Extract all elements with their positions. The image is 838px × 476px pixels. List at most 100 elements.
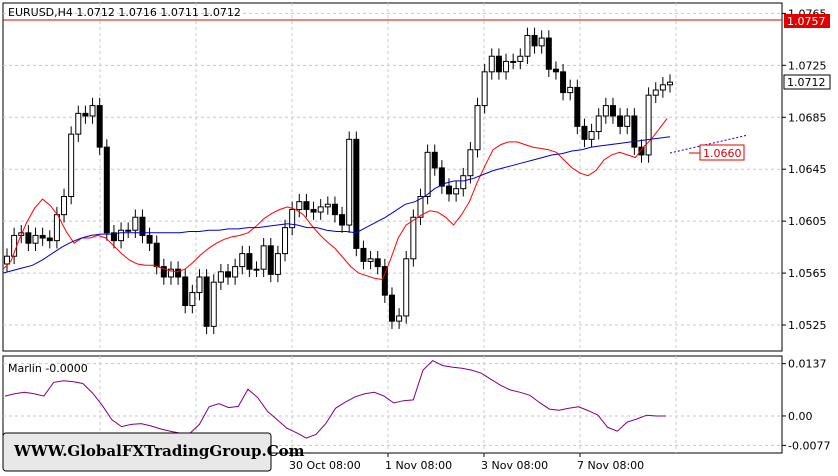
candle-body: [545, 37, 552, 70]
candle-body: [39, 234, 46, 239]
blue-moving-average: [2, 136, 671, 274]
candle-body: [53, 214, 60, 242]
indicator-y-axis: 0.0137 0.00 -0.0077: [782, 358, 830, 452]
candle-body: [139, 216, 146, 236]
candle-body: [567, 86, 574, 94]
candle-body: [203, 276, 210, 327]
candle-body: [339, 214, 346, 226]
candle-body: [46, 237, 53, 242]
candle-body: [417, 195, 424, 218]
y-tick-label: 1.0645: [788, 163, 827, 176]
candle-body: [381, 266, 388, 296]
candle-body: [246, 253, 253, 270]
watermark-box: [2, 432, 272, 472]
candle-body: [25, 232, 32, 244]
candle-body: [374, 258, 381, 268]
candle-body: [481, 71, 488, 107]
candle-body: [182, 276, 189, 307]
candle-body: [574, 86, 581, 127]
candle-body: [153, 242, 160, 268]
candle-body: [531, 34, 538, 47]
candle-body: [595, 115, 602, 133]
candle-body: [75, 112, 82, 135]
candle-body: [89, 105, 96, 117]
sub-y-tick-label: 0.00: [788, 410, 813, 423]
candle-body: [132, 216, 139, 231]
candle-body: [403, 258, 410, 317]
candle-body: [581, 125, 588, 140]
candle-body: [467, 149, 474, 177]
watermark-text: WWW.GlobalFXTradingGroup.Com: [13, 442, 305, 460]
y-tick-label: 1.0525: [788, 319, 827, 332]
target-price-label: 1.0660: [703, 147, 742, 160]
resistance-price-tag: [784, 14, 830, 28]
candle-body: [324, 203, 331, 208]
candle-body: [503, 60, 510, 73]
candle-body: [652, 89, 659, 96]
candle-body: [232, 266, 239, 278]
sub-y-tick-label: 0.0137: [788, 358, 827, 371]
candle-body: [609, 105, 616, 117]
candle-body: [303, 201, 310, 210]
candle-body: [624, 115, 631, 127]
main-panel: [2, 2, 783, 352]
candle-body: [4, 255, 10, 265]
candle-body: [431, 151, 438, 169]
candle-body: [282, 227, 289, 255]
candle-body: [460, 175, 467, 190]
marlin-line: [4, 359, 666, 439]
current-price-label: 1.0712: [787, 76, 826, 89]
x-tick-label: 30 Oct 08:00: [289, 459, 361, 472]
candle-body: [538, 37, 545, 47]
candle-body: [310, 208, 317, 213]
candle-body: [631, 115, 638, 148]
candle-body: [524, 34, 531, 57]
candle-body: [360, 247, 367, 262]
candle-body: [659, 84, 666, 91]
candle-body: [367, 258, 374, 262]
x-tick-label: 7 Nov 08:00: [577, 459, 644, 472]
candle-body: [396, 315, 403, 322]
candle-body: [510, 60, 517, 63]
candle-body: [296, 201, 303, 210]
resistance-price-label: 1.0757: [787, 15, 826, 28]
candle-body: [410, 216, 417, 260]
candle-body: [488, 55, 495, 73]
candle-body: [167, 268, 174, 278]
candle-body: [495, 55, 502, 73]
candle-body: [160, 266, 167, 278]
y-tick-label: 1.0605: [788, 215, 827, 228]
sub-y-tick-label: -0.0077: [788, 439, 830, 452]
main-grid: [3, 3, 782, 351]
x-tick-label: 3 Nov 08:00: [481, 459, 548, 472]
candle-body: [96, 105, 103, 148]
candle-body: [196, 276, 203, 294]
current-price-tag: [783, 74, 831, 90]
candle-body: [617, 115, 624, 127]
candle-body: [424, 151, 431, 197]
candle-body: [189, 292, 196, 307]
candles-group: [4, 27, 673, 335]
candle-body: [225, 271, 231, 278]
candle-body: [388, 294, 395, 322]
candle-body: [453, 188, 460, 195]
target-price-tag: [699, 144, 745, 161]
y-tick-label: 1.0685: [788, 111, 827, 124]
candle-body: [61, 195, 68, 216]
indicator-header: Marlin -0.0000: [8, 362, 88, 375]
candle-body: [667, 81, 673, 86]
candle-body: [110, 232, 117, 242]
candle-body: [274, 253, 281, 275]
candle-body: [210, 281, 217, 327]
chart-header: EURUSD,H4 1.0712 1.0716 1.0711 1.0712: [8, 6, 241, 19]
projection-dash: [669, 134, 749, 154]
x-tick-label: 1 Nov 08:00: [385, 459, 452, 472]
candle-body: [353, 138, 360, 249]
candle-body: [32, 234, 39, 244]
red-moving-average: [2, 118, 668, 281]
candle-body: [346, 138, 353, 226]
x-axis: 30 Oct 08:00 1 Nov 08:00 3 Nov 08:00 7 Nov …: [289, 453, 644, 472]
candle-body: [638, 146, 645, 156]
candle-body: [645, 94, 652, 156]
